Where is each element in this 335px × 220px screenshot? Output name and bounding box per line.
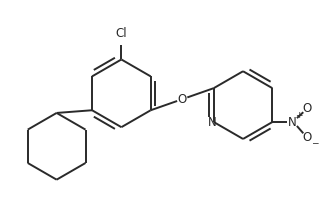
Text: O: O (178, 93, 187, 106)
Text: O: O (303, 102, 312, 115)
Text: N: N (288, 116, 296, 128)
Text: Cl: Cl (116, 27, 127, 40)
Text: N: N (207, 116, 216, 128)
Text: −: − (311, 139, 318, 148)
Text: +: + (294, 111, 302, 120)
Text: O: O (303, 131, 312, 144)
